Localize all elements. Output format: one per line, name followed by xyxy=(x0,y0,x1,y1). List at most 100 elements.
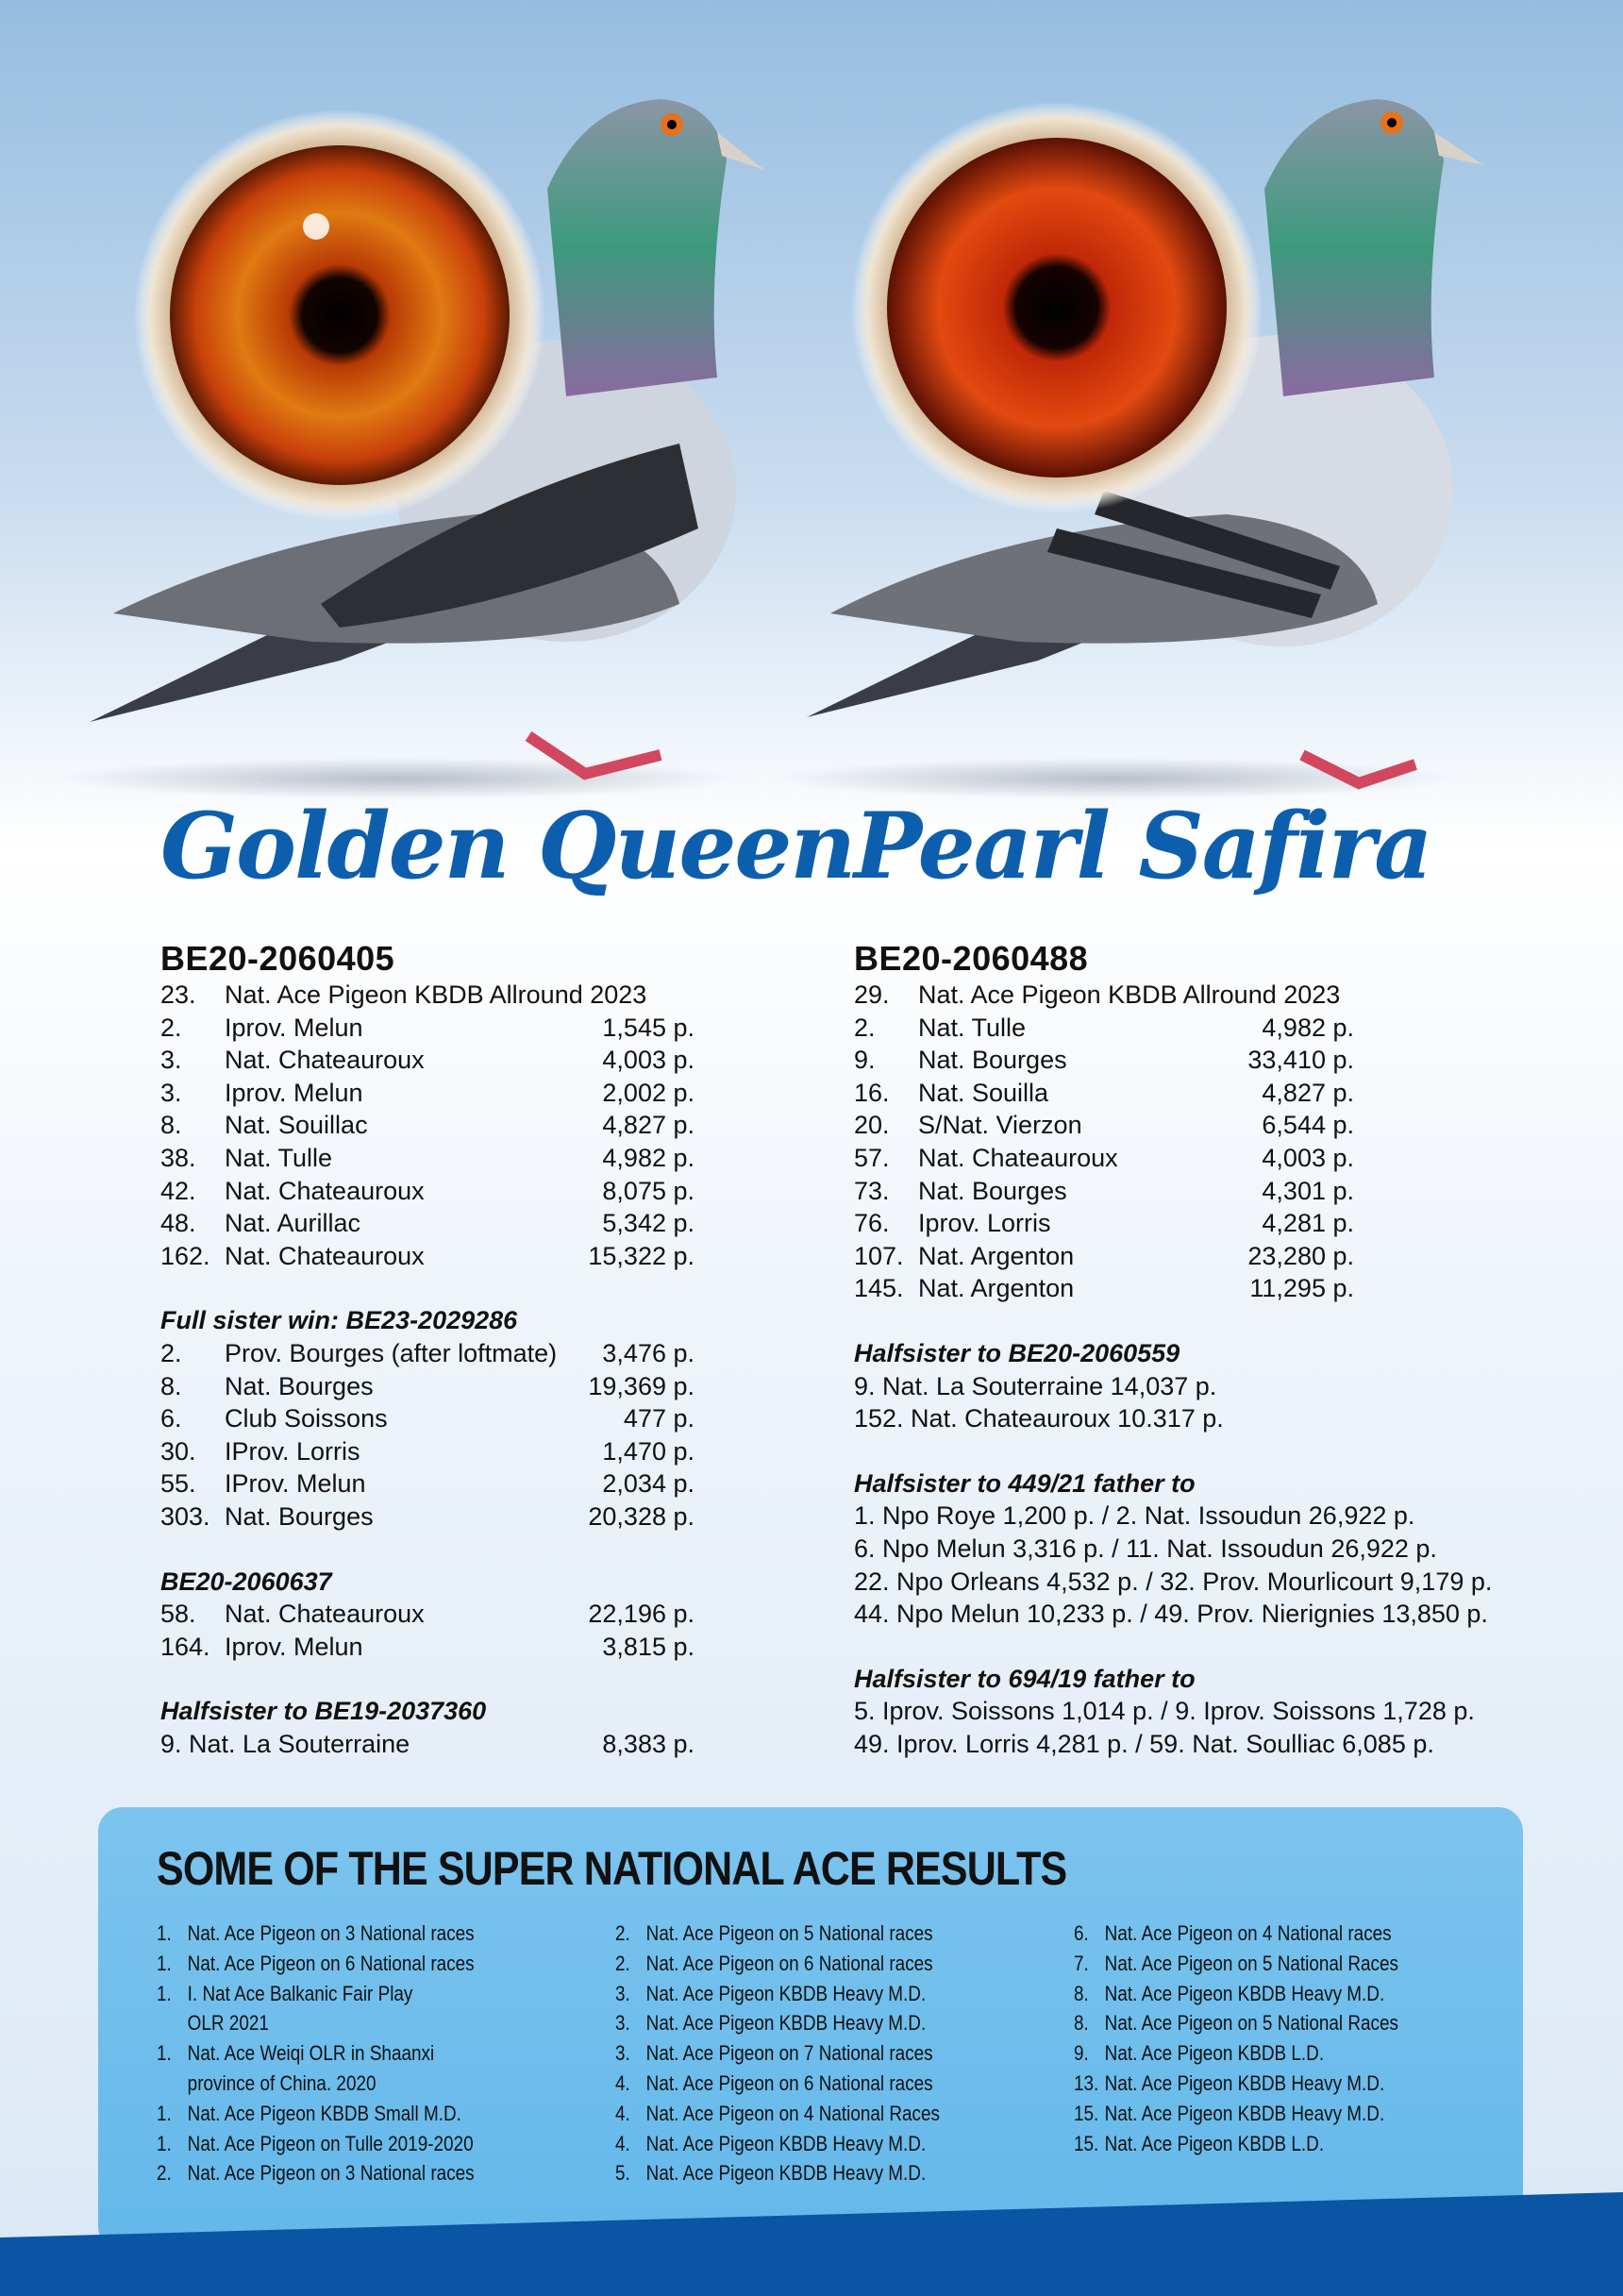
result-position: 145. xyxy=(854,1274,904,1303)
result-birds: 3,815 p. xyxy=(602,1632,694,1661)
ace-result-item: 6. Nat. Ace Pigeon on 4 National races xyxy=(1074,1919,1398,1949)
result-row: 20. S/Nat. Vierzon 6,544 p. xyxy=(854,1109,1354,1142)
result-line: 152. Nat. Chateauroux 10.317 p. xyxy=(854,1404,1224,1433)
ace-result-item: 1. Nat. Ace Pigeon on Tulle 2019-2020 xyxy=(157,2129,475,2159)
ace-title: Nat. Ace Pigeon KBDB Small M.D. xyxy=(187,2101,461,2125)
result-position: 107. xyxy=(854,1241,904,1270)
result-line: 5. Iprov. Soissons 1,014 p. / 9. Iprov. … xyxy=(854,1697,1475,1726)
section-title: Halfsister to BE20-2060559 xyxy=(854,1338,1180,1367)
ace-rank: 4. xyxy=(615,2101,630,2125)
ace-rank: 8. xyxy=(1074,2011,1089,2036)
ace-result-item: 3. Nat. Ace Pigeon KBDB Heavy M.D. xyxy=(615,1979,940,2009)
ace-title: province of China. 2020 xyxy=(187,2070,376,2095)
ace-title: Nat. Ace Pigeon on 5 National Races xyxy=(1104,2011,1399,2036)
ace-result-item: OLR 2021 xyxy=(157,2008,475,2038)
ace-title: Nat. Ace Pigeon KBDB Heavy M.D. xyxy=(645,2011,927,2036)
result-birds: 4,827 p. xyxy=(1262,1078,1354,1107)
result-position: 2. xyxy=(854,1013,876,1042)
result-birds: 8,075 p. xyxy=(602,1176,694,1205)
ace-result-item: province of China. 2020 xyxy=(157,2069,475,2099)
result-position: 29. xyxy=(854,980,890,1009)
result-row: 38. Nat. Tulle 4,982 p. xyxy=(160,1142,694,1175)
ace-result-item: 2. Nat. Ace Pigeon on 5 National races xyxy=(615,1919,940,1949)
golden-queen-photo xyxy=(57,99,764,799)
result-row: 16. Nat. Souilla 4,827 p. xyxy=(854,1077,1354,1110)
result-line: 1. Npo Roye 1,200 p. / 2. Nat. Issoudun … xyxy=(854,1501,1415,1531)
ace-rank: 2. xyxy=(615,1921,630,1945)
result-race: Nat. Bourges xyxy=(225,1371,374,1400)
pearl-safira-photo xyxy=(774,99,1483,799)
ace-title: Nat. Ace Pigeon on 3 National races xyxy=(187,2161,475,2186)
result-row: 2. Iprov. Melun 1,545 p. xyxy=(160,1012,694,1045)
result-row: 48. Nat. Aurillac 5,342 p. xyxy=(160,1207,694,1240)
result-race: Iprov. Melun xyxy=(225,1013,363,1042)
ace-rank: 2. xyxy=(157,2161,172,2186)
result-line: 6. Npo Melun 3,316 p. / 11. Nat. Issoudu… xyxy=(854,1533,1437,1563)
ace-result-item: 2. Nat. Ace Pigeon on 6 National races xyxy=(615,1949,940,1979)
ace-title: Nat. Ace Pigeon on 3 National races xyxy=(187,1921,475,1945)
result-race: Iprov. Melun xyxy=(225,1632,363,1661)
result-race: Iprov. Lorris xyxy=(918,1209,1051,1238)
section-title: Halfsister to BE19-2037360 xyxy=(160,1697,487,1726)
result-birds: 4,982 p. xyxy=(1262,1013,1354,1042)
result-birds: 6,544 p. xyxy=(1262,1111,1354,1140)
section-title: Full sister win: BE23-2029286 xyxy=(160,1306,518,1335)
ace-rank: 1. xyxy=(157,1981,172,2005)
result-row: 6. Club Soissons 477 p. xyxy=(160,1402,694,1435)
ace-result-item: 8. Nat. Ace Pigeon on 5 National Races xyxy=(1074,2008,1398,2038)
ace-rank: 1. xyxy=(157,2101,172,2125)
result-race: Nat. Chateauroux xyxy=(225,1241,425,1270)
ace-rank: 13. xyxy=(1074,2070,1099,2095)
result-row: 30. IProv. Lorris 1,470 p. xyxy=(160,1435,694,1468)
result-race: Nat. Ace Pigeon KBDB Allround 2023 xyxy=(918,980,1341,1009)
ace-result-item: 4. Nat. Ace Pigeon KBDB Heavy M.D. xyxy=(615,2129,940,2159)
section-title: Halfsister to 694/19 father to xyxy=(854,1664,1196,1693)
result-race: Nat. Chateauroux xyxy=(225,1600,425,1629)
result-position: 48. xyxy=(160,1209,196,1238)
ace-result-item: 1. Nat. Ace Pigeon on 6 National races xyxy=(157,1949,475,1979)
left-results: BE20-2060405 23. Nat. Ace Pigeon KBDB All… xyxy=(160,939,694,1760)
result-race: Nat. Chateauroux xyxy=(918,1143,1118,1172)
ace-title: Nat. Ace Pigeon on 7 National races xyxy=(645,2041,933,2066)
result-line: 9. Nat. La Souterraine 14,037 p. xyxy=(854,1371,1217,1400)
result-row: 8. Nat. Bourges 19,369 p. xyxy=(160,1370,694,1403)
result-position: 3. xyxy=(160,1046,182,1075)
pigeon-photos xyxy=(57,99,1483,799)
result-position: 23. xyxy=(160,980,196,1009)
result-row: 58. Nat. Chateauroux 22,196 p. xyxy=(160,1598,694,1631)
ace-title: Nat. Ace Pigeon KBDB Heavy M.D. xyxy=(1104,2101,1385,2125)
result-birds: 4,281 p. xyxy=(1262,1209,1354,1238)
ace-title: Nat. Ace Pigeon on Tulle 2019-2020 xyxy=(187,2131,474,2155)
ace-title: Nat. Ace Pigeon KBDB L.D. xyxy=(1104,2041,1325,2066)
result-birds: 4,003 p. xyxy=(602,1046,694,1075)
result-row: 162. Nat. Chateauroux 15,322 p. xyxy=(160,1240,694,1273)
ace-results-box: SOME OF THE SUPER NATIONAL ACE RESULTS 1… xyxy=(98,1807,1523,2251)
result-row: 164. Iprov. Melun 3,815 p. xyxy=(160,1631,694,1664)
ring-number: BE20-2060488 xyxy=(854,939,1089,978)
ace-title: Nat. Ace Pigeon KBDB Heavy M.D. xyxy=(645,2131,927,2155)
ace-title: Nat. Ace Pigeon KBDB Heavy M.D. xyxy=(1104,1981,1385,2005)
result-position: 8. xyxy=(160,1111,182,1140)
result-position: 30. xyxy=(160,1436,196,1466)
ace-rank: 3. xyxy=(615,2011,630,2036)
ace-rank: 4. xyxy=(615,2070,630,2095)
result-race: Nat. Tulle xyxy=(225,1143,333,1172)
ace-column: 1. Nat. Ace Pigeon on 3 National races 1. N… xyxy=(157,1919,526,2188)
result-row: 303. Nat. Bourges 20,328 p. xyxy=(160,1500,694,1533)
result-race: Nat. Ace Pigeon KBDB Allround 2023 xyxy=(225,980,647,1009)
result-row: 8. Nat. Souillac 4,827 p. xyxy=(160,1109,694,1142)
result-race: Nat. Bourges xyxy=(918,1046,1067,1075)
result-birds: 8,383 p. xyxy=(602,1729,694,1758)
ace-rank: 8. xyxy=(1074,1981,1089,2005)
result-position: 2. xyxy=(160,1338,182,1367)
result-race: 9. Nat. La Souterraine xyxy=(160,1729,410,1758)
result-birds: 2,034 p. xyxy=(602,1469,694,1499)
result-row: 55. IProv. Melun 2,034 p. xyxy=(160,1467,694,1500)
result-row: 76. Iprov. Lorris 4,281 p. xyxy=(854,1207,1354,1240)
result-position: 38. xyxy=(160,1143,196,1172)
result-position: 76. xyxy=(854,1209,890,1238)
result-birds: 20,328 p. xyxy=(588,1501,694,1531)
ace-rank: 9. xyxy=(1074,2041,1089,2066)
ace-result-item: 3. Nat. Ace Pigeon on 7 National races xyxy=(615,2038,940,2069)
result-birds: 4,301 p. xyxy=(1262,1176,1354,1205)
